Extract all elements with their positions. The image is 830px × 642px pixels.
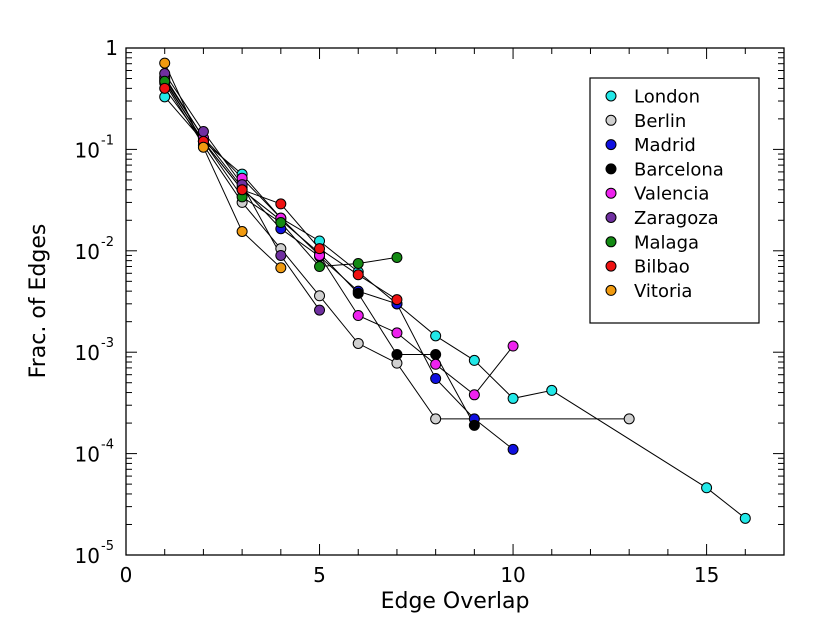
legend-marker-berlin <box>605 114 617 126</box>
legend-marker-vitoria <box>605 284 617 296</box>
x-tick-label: 10 <box>500 563 525 587</box>
x-tick-label: 5 <box>313 563 326 587</box>
data-point-valencia <box>391 327 403 339</box>
y-tick-label-base: 10 <box>75 341 100 365</box>
data-point-berlin <box>623 413 635 425</box>
data-point-madrid <box>430 373 442 385</box>
data-point-london <box>739 512 751 524</box>
data-point-london <box>507 392 519 404</box>
data-point-london <box>468 354 480 366</box>
legend-label-madrid: Madrid <box>634 135 696 156</box>
y-tick-label-base: 10 <box>75 138 100 162</box>
y-tick-label-exponent: -4 <box>101 438 114 453</box>
legend-label-berlin: Berlin <box>634 111 686 132</box>
data-point-bilbao <box>314 243 326 255</box>
data-point-malaga <box>275 217 287 229</box>
legend-marker-valencia <box>605 187 617 199</box>
y-tick-label-base: 10 <box>75 240 100 264</box>
data-point-zaragoza <box>197 126 209 138</box>
y-tick-label-exponent: -2 <box>101 235 114 250</box>
legend-label-malaga: Malaga <box>634 232 699 253</box>
data-point-vitoria <box>236 226 248 238</box>
data-point-vitoria <box>159 57 171 69</box>
data-point-bilbao <box>275 198 287 210</box>
data-point-zaragoza <box>314 304 326 316</box>
y-axis-label: Frac. of Edges <box>26 224 51 379</box>
plot-frame <box>125 47 785 556</box>
legend-label-barcelona: Barcelona <box>634 159 724 180</box>
data-point-london <box>701 482 713 494</box>
legend-label-zaragoza: Zaragoza <box>634 208 719 229</box>
legend-label-valencia: Valencia <box>634 184 709 205</box>
data-point-bilbao <box>236 184 248 196</box>
data-point-valencia <box>468 389 480 401</box>
data-point-bilbao <box>352 269 364 281</box>
legend-marker-barcelona <box>605 163 617 175</box>
legend-box <box>589 77 760 324</box>
data-point-berlin <box>352 337 364 349</box>
x-tick-label: 15 <box>694 563 719 587</box>
data-point-barcelona <box>352 287 364 299</box>
series-layer <box>159 57 751 524</box>
data-point-malaga <box>352 257 364 269</box>
data-point-bilbao <box>159 82 171 94</box>
legend: London Berlin Madrid Barcelona Valencia Zarag… <box>589 77 760 324</box>
x-tick-label: 0 <box>120 563 133 587</box>
data-point-vitoria <box>275 262 287 274</box>
y-tick-label: 1 <box>105 36 118 60</box>
legend-marker-malaga <box>605 236 617 248</box>
data-point-london <box>430 330 442 342</box>
data-point-berlin <box>430 413 442 425</box>
series-line-vitoria <box>164 62 282 269</box>
y-tick-label-base: 10 <box>75 443 100 467</box>
y-tick-label-base: 10 <box>75 544 100 568</box>
data-point-barcelona <box>468 419 480 431</box>
legend-label-bilbao: Bilbao <box>634 257 690 278</box>
legend-label-vitoria: Vitoria <box>634 281 692 302</box>
data-point-london <box>546 384 558 396</box>
data-point-malaga <box>314 261 326 273</box>
legend-marker-zaragoza <box>605 212 617 223</box>
data-point-valencia <box>352 310 364 322</box>
data-point-bilbao <box>391 294 403 306</box>
data-point-valencia <box>430 358 442 370</box>
data-point-vitoria <box>197 141 209 153</box>
data-point-valencia <box>507 340 519 352</box>
legend-label-london: London <box>634 87 700 108</box>
data-point-madrid <box>507 443 519 455</box>
data-point-barcelona <box>391 348 403 360</box>
legend-marker-bilbao <box>605 260 617 272</box>
y-tick-label-exponent: -5 <box>101 539 114 554</box>
legend-marker-london <box>605 90 617 102</box>
data-point-malaga <box>391 251 403 263</box>
data-point-barcelona <box>430 348 442 360</box>
legend-marker-madrid <box>605 139 617 151</box>
data-point-berlin <box>314 290 326 302</box>
data-point-zaragoza <box>275 249 287 261</box>
y-tick-label-exponent: -1 <box>101 133 114 148</box>
y-tick-label-exponent: -3 <box>101 336 114 351</box>
x-axis-label: Edge Overlap <box>381 589 530 614</box>
